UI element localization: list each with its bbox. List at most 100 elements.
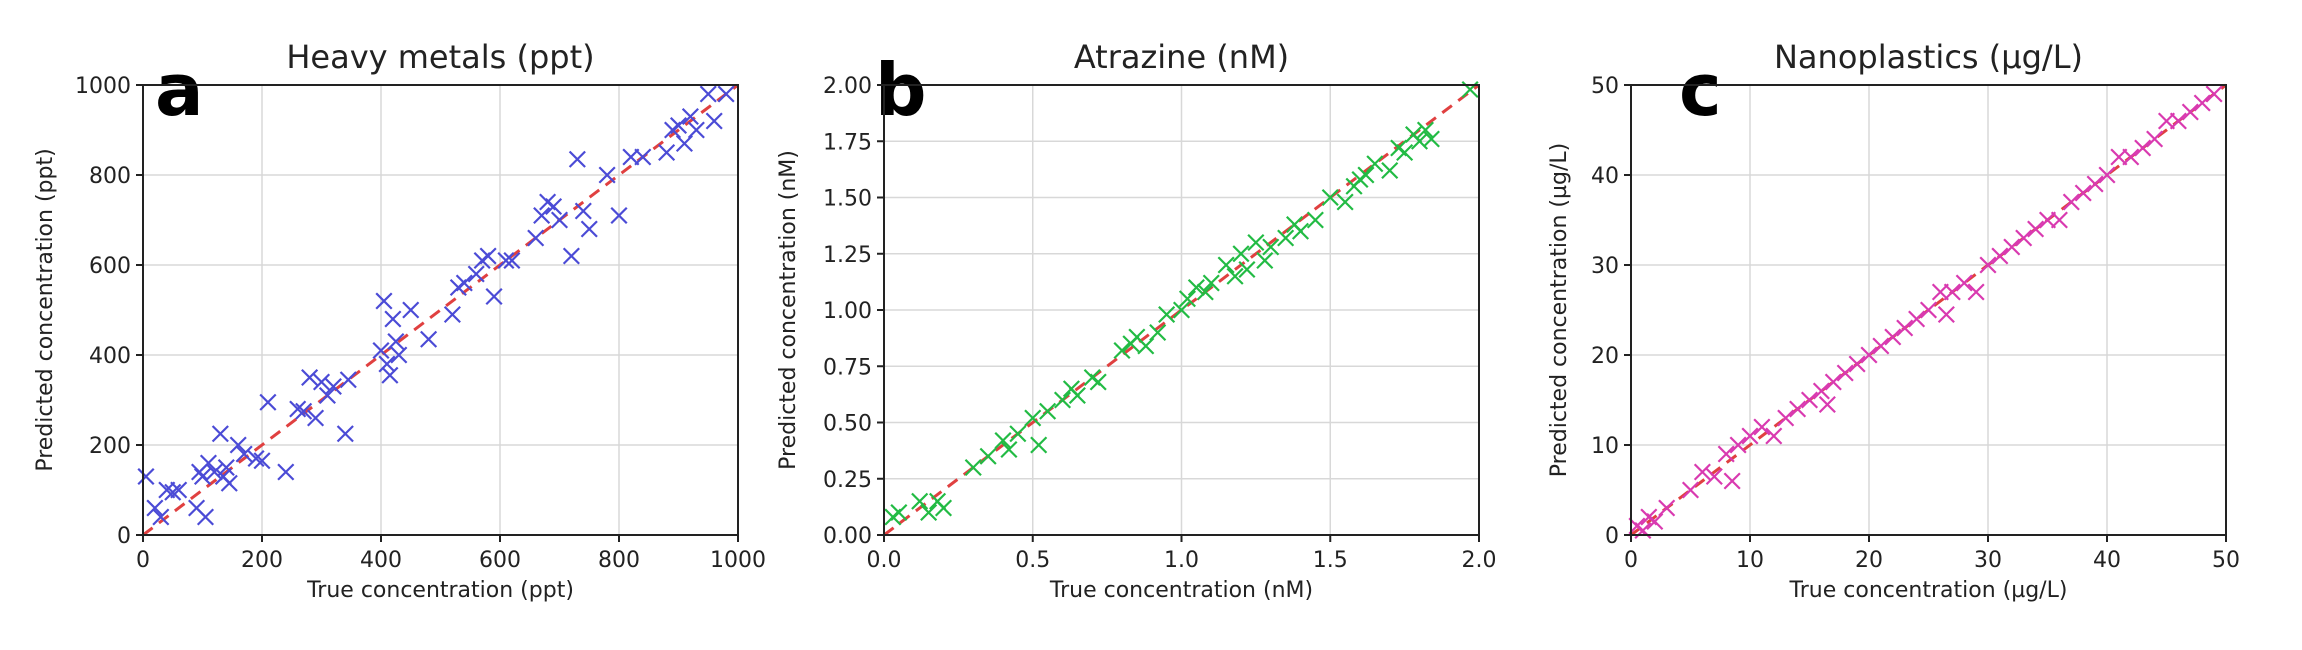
y-tick-label: 0.25 xyxy=(823,468,872,493)
data-point xyxy=(934,499,953,517)
data-point xyxy=(1884,328,1902,346)
data-point xyxy=(1232,245,1250,263)
data-point xyxy=(1812,382,1830,400)
data-point xyxy=(1937,305,1955,324)
data-point xyxy=(253,452,271,470)
y-tick-label: 0 xyxy=(117,524,131,549)
data-point xyxy=(1336,193,1354,211)
data-point xyxy=(336,425,354,443)
data-point xyxy=(1789,400,1807,418)
chart-title: Atrazine (nM) xyxy=(1074,38,1289,76)
data-point xyxy=(1860,346,1878,364)
data-point xyxy=(2169,112,2187,130)
chart-nanoplastics: c 0 10 20 30 40 50 0 10 20 30 40 50 Nanoplastics (µg… xyxy=(1547,38,2240,603)
data-point xyxy=(196,508,215,526)
data-point xyxy=(1306,211,1324,229)
data-point xyxy=(1717,445,1735,463)
y-tick-label: 0.50 xyxy=(823,412,872,437)
data-point xyxy=(443,305,461,324)
y-axis-label: Predicted concentration (µg/L) xyxy=(1547,143,1572,477)
x-tick-label: 10 xyxy=(1736,548,1764,573)
data-point xyxy=(2205,85,2223,103)
data-point xyxy=(2038,211,2057,229)
data-point xyxy=(911,492,929,510)
data-point xyxy=(1381,161,1399,180)
data-point xyxy=(1247,233,1265,252)
y-tick-label: 600 xyxy=(89,254,131,279)
y-tick-label: 40 xyxy=(1591,164,1619,189)
data-point xyxy=(301,368,319,387)
data-point xyxy=(146,499,164,517)
data-point xyxy=(1658,499,1676,517)
y-tick-label: 2.00 xyxy=(823,74,872,99)
data-point xyxy=(1291,222,1310,240)
data-point xyxy=(375,292,393,310)
x-tick-label: 0.5 xyxy=(1015,548,1050,573)
data-point xyxy=(1943,283,1961,301)
data-point xyxy=(1765,427,1783,445)
data-point xyxy=(1196,283,1214,301)
data-point xyxy=(2015,229,2033,247)
data-point xyxy=(580,220,598,238)
x-axis: 0 200 400 600 800 1000 xyxy=(136,535,766,573)
data-point xyxy=(1202,274,1220,292)
data-point xyxy=(2193,94,2211,112)
data-point xyxy=(1024,409,1042,427)
y-tick-label: 1000 xyxy=(75,74,131,99)
data-point xyxy=(2157,112,2176,130)
x-tick-label: 2.0 xyxy=(1462,548,1497,573)
data-point xyxy=(220,474,238,492)
data-point xyxy=(920,503,938,522)
data-point xyxy=(1030,436,1048,454)
data-point xyxy=(2086,175,2104,193)
data-point xyxy=(610,206,628,225)
data-point xyxy=(634,148,652,166)
data-point xyxy=(1396,143,1414,162)
data-point xyxy=(339,371,357,389)
x-tick-label: 30 xyxy=(1974,548,2002,573)
data-point xyxy=(1908,310,1926,328)
data-point xyxy=(544,197,563,216)
data-point xyxy=(217,458,235,477)
data-point xyxy=(1039,402,1057,420)
data-point xyxy=(1277,229,1295,247)
y-tick-label: 50 xyxy=(1591,74,1619,99)
data-point xyxy=(318,386,337,405)
data-point xyxy=(312,373,331,391)
data-point xyxy=(1009,425,1027,443)
data-point xyxy=(687,121,705,139)
data-point xyxy=(705,112,723,130)
data-point xyxy=(1416,121,1435,139)
data-points xyxy=(137,85,735,526)
data-point xyxy=(568,150,586,168)
data-point xyxy=(485,287,503,306)
x-tick-label: 0 xyxy=(1624,548,1638,573)
data-point xyxy=(1149,323,1167,342)
data-point xyxy=(420,330,438,348)
panel-letter: b xyxy=(875,48,927,132)
data-point xyxy=(1366,155,1384,173)
panel-letter: a xyxy=(155,48,204,132)
data-point xyxy=(1053,391,1072,409)
data-point xyxy=(598,166,616,184)
data-point xyxy=(2027,220,2045,238)
y-tick-label: 1.25 xyxy=(823,243,872,268)
y-tick-label: 200 xyxy=(89,434,131,459)
data-point xyxy=(1777,409,1795,427)
data-point xyxy=(1872,337,1890,355)
data-point xyxy=(390,346,408,364)
data-point xyxy=(205,463,223,481)
x-tick-label: 1.0 xyxy=(1164,548,1199,573)
data-point xyxy=(994,431,1012,450)
data-point xyxy=(1800,391,1819,409)
chart-title: Nanoplastics (µg/L) xyxy=(1774,38,2083,76)
y-axis: 0 10 20 30 40 50 xyxy=(1591,74,1631,549)
data-point xyxy=(1729,436,1747,454)
data-point xyxy=(1158,305,1176,324)
data-point xyxy=(137,467,155,486)
data-point xyxy=(1357,166,1375,184)
data-point xyxy=(1693,463,1711,481)
data-point xyxy=(964,458,982,477)
data-point xyxy=(1646,512,1664,531)
x-tick-label: 40 xyxy=(2093,548,2121,573)
